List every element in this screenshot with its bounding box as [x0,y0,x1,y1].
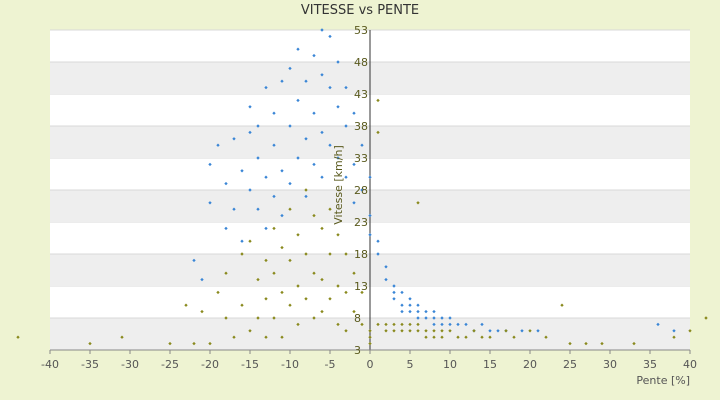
data-point-series-1 [352,111,356,115]
data-point-series-1 [248,188,252,192]
data-point-series-2 [200,309,204,314]
data-point-series-1 [312,53,316,58]
data-point-series-1 [296,47,300,51]
data-point-series-2 [184,303,188,307]
x-tick-label: -5 [325,358,336,371]
y-tick-label: 48 [354,56,368,69]
x-tick-label: 40 [683,358,697,371]
data-point-series-2 [584,341,588,346]
y-tick-label: 18 [354,248,368,261]
x-tick-label: 30 [603,358,617,371]
data-point-series-2 [216,290,220,295]
data-point-series-2 [600,341,604,346]
x-tick-label: 5 [407,358,414,371]
x-tick-label: -40 [41,358,59,371]
data-point-series-2 [224,271,228,275]
x-tick-label: -10 [281,358,299,371]
data-point-series-2 [240,252,244,256]
data-point-series-1 [224,226,228,231]
x-tick-label: 20 [523,358,537,371]
y-axis-label: Vitesse [km/h] [332,145,345,225]
data-point-series-2 [248,239,252,243]
data-point-series-2 [168,341,172,346]
data-point-series-2 [248,329,252,333]
x-axis-label: Pente [%] [636,374,690,387]
x-tick-label: -30 [121,358,139,371]
x-tick-label: 35 [643,358,657,371]
x-tick-label: -15 [241,358,259,371]
data-point-series-1 [208,162,212,167]
data-point-series-2 [208,341,212,346]
y-tick-label: 3 [354,344,361,357]
chart-title: VITESSE vs PENTE [301,3,419,18]
x-tick-label: 25 [563,358,577,371]
data-point-series-2 [560,303,564,307]
data-point-series-1 [280,79,284,83]
data-point-series-2 [672,335,676,339]
data-point-series-1 [328,34,332,39]
data-point-series-2 [632,341,636,346]
data-point-series-2 [544,335,548,339]
data-point-series-1 [232,207,236,211]
x-tick-label: -35 [81,358,99,371]
y-tick-label: 38 [354,120,368,133]
x-tick-label: -25 [161,358,179,371]
data-point-series-1 [344,124,348,128]
data-point-series-1 [248,105,252,109]
data-point-series-1 [264,85,268,90]
data-point-series-1 [248,130,252,135]
x-tick-label: 15 [483,358,497,371]
data-point-series-2 [16,335,20,339]
data-point-series-1 [192,258,196,263]
x-tick-label: 10 [443,358,457,371]
data-point-series-1 [272,111,276,115]
data-point-series-1 [256,124,260,128]
data-point-series-1 [312,111,316,115]
y-tick-label: 53 [354,24,368,37]
data-point-series-2 [240,303,244,307]
data-point-series-1 [208,201,212,205]
data-points [16,28,708,346]
data-point-series-1 [240,169,244,173]
x-tick-label: 0 [367,358,374,371]
y-tick-label: 43 [354,88,368,101]
data-point-series-1 [240,239,244,243]
data-point-series-2 [224,316,228,320]
data-point-series-2 [512,335,516,339]
data-point-series-2 [192,341,196,346]
x-tick-label: -20 [201,358,219,371]
data-point-series-1 [344,85,348,90]
y-tick-label: 8 [354,312,361,325]
data-point-series-2 [704,316,708,320]
data-point-series-1 [304,79,308,83]
data-point-series-1 [328,85,332,90]
x-tick-labels: -40 -35 -30 -25 -20 -15 -10 -5 0 5 10 15 20 25 30 35 40 [41,358,697,371]
data-point-series-1 [288,124,292,128]
data-point-series-2 [568,341,572,346]
data-point-series-1 [216,143,220,147]
y-tick-label: 23 [354,216,368,229]
y-tick-label: 33 [354,152,368,165]
data-point-series-2 [232,335,236,339]
data-point-series-1 [232,137,236,141]
data-point-series-1 [336,60,340,64]
y-tick-label: 28 [354,184,368,197]
data-point-series-1 [200,277,204,282]
axes [49,30,691,354]
y-tick-label: 13 [354,280,368,293]
